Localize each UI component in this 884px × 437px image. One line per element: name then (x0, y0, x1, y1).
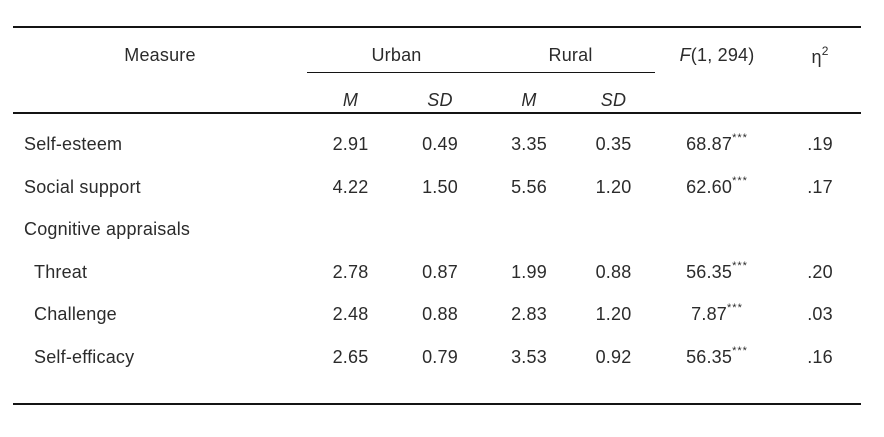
header-row-groups: Measure Urban Rural F(1, 294) η2 (13, 27, 862, 114)
table-row-self-esteem: Self-esteem 2.91 0.49 3.35 0.35 68.87***… (13, 123, 861, 166)
urban-sd-value: 0.49 (422, 134, 458, 155)
f-symbol: F (679, 45, 691, 65)
results-table: Measure Urban Rural F(1, 294) η2 M SD M … (13, 26, 862, 405)
significance-stars: *** (732, 132, 748, 145)
rural-sd-value: 1.20 (595, 304, 632, 325)
header-row-statistics: M SD M SD (13, 72, 861, 114)
column-header-rural-mean: M (486, 72, 572, 114)
urban-mean-value: 2.48 (332, 304, 369, 325)
rural-mean-value: 1.99 (511, 261, 547, 282)
f-value: 56.35*** (655, 336, 779, 379)
urban-mean-value: 2.65 (332, 346, 369, 367)
urban-sd-value: 0.88 (422, 304, 458, 325)
f-value (655, 208, 779, 251)
f-value: 56.35*** (655, 251, 779, 294)
f-degrees-of-freedom: (1, 294) (690, 45, 755, 65)
table-row-self-efficacy: Self-efficacy 2.65 0.79 3.53 0.92 56.35*… (13, 336, 861, 379)
measure-label: Self-esteem (24, 134, 123, 155)
measure-label: Challenge (34, 304, 117, 325)
urban-mean-value (307, 208, 394, 251)
urban-sd-value: 0.87 (422, 261, 458, 282)
significance-stars: *** (732, 259, 748, 272)
urban-mean-value: 2.78 (332, 261, 369, 282)
f-number: 56.35 (686, 261, 733, 282)
eta-symbol: η (811, 47, 822, 67)
f-number: 56.35 (686, 346, 733, 367)
urban-mean-value: 4.22 (332, 176, 369, 197)
urban-mean-value: 2.91 (332, 134, 369, 155)
column-header-f-statistic: F(1, 294) (655, 27, 780, 114)
f-value: 7.87*** (655, 293, 779, 336)
rural-sd-value (572, 208, 655, 251)
significance-stars: *** (732, 344, 748, 357)
rural-mean-value: 3.53 (511, 346, 547, 367)
eta-squared-value (779, 208, 861, 251)
column-header-rural-sd: SD (572, 72, 656, 114)
eta-squared-value: .16 (807, 346, 833, 367)
significance-stars: *** (732, 174, 748, 187)
f-number: 68.87 (686, 134, 733, 155)
column-group-rural: Rural (486, 27, 656, 73)
table-header: Measure Urban Rural F(1, 294) η2 M SD M … (13, 27, 862, 114)
urban-sd-value: 0.79 (422, 346, 458, 367)
column-group-urban: Urban (307, 27, 486, 73)
urban-sd-value (394, 208, 486, 251)
rural-mean-value (486, 208, 572, 251)
column-header-eta-squared: η2 (779, 27, 862, 114)
measure-label: Self-efficacy (34, 346, 135, 367)
measure-group-label: Cognitive appraisals (24, 219, 191, 240)
column-header-urban-mean: M (307, 72, 394, 114)
column-header-measure: Measure (13, 27, 307, 114)
eta-squared-value: .20 (807, 261, 833, 282)
urban-sd-value: 1.50 (422, 176, 458, 197)
spacer-row (13, 113, 861, 123)
f-value: 68.87*** (655, 123, 779, 166)
table-row-challenge: Challenge 2.48 0.88 2.83 1.20 7.87*** .0… (13, 293, 861, 336)
measure-label: Social support (24, 176, 141, 197)
spacer-row (13, 378, 861, 404)
f-number: 7.87 (691, 304, 728, 325)
eta-squared-value: .17 (807, 176, 833, 197)
table-row-cognitive-appraisals: Cognitive appraisals (13, 208, 861, 251)
table-row-social-support: Social support 4.22 1.50 5.56 1.20 62.60… (13, 166, 861, 209)
significance-stars: *** (727, 302, 743, 315)
rural-mean-value: 2.83 (511, 304, 547, 325)
rural-sd-value: 0.88 (595, 261, 632, 282)
eta-squared-value: .19 (807, 134, 833, 155)
rural-mean-value: 3.35 (511, 134, 547, 155)
measure-label: Threat (34, 261, 88, 282)
column-header-urban-sd: SD (394, 72, 486, 114)
eta-exponent: 2 (821, 44, 829, 58)
eta-squared-value: .03 (807, 304, 833, 325)
table-body: Self-esteem 2.91 0.49 3.35 0.35 68.87***… (13, 113, 861, 404)
table-row-threat: Threat 2.78 0.87 1.99 0.88 56.35*** .20 (13, 251, 861, 294)
f-number: 62.60 (686, 176, 733, 197)
rural-sd-value: 1.20 (595, 176, 632, 197)
rural-sd-value: 0.92 (595, 346, 632, 367)
f-value: 62.60*** (655, 166, 779, 209)
rural-sd-value: 0.35 (595, 134, 632, 155)
rural-mean-value: 5.56 (511, 176, 547, 197)
